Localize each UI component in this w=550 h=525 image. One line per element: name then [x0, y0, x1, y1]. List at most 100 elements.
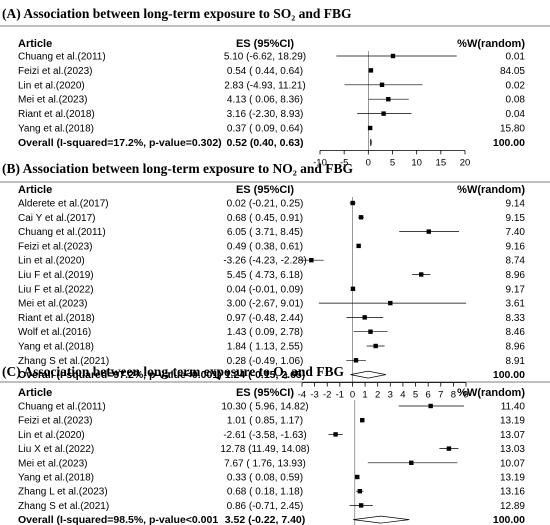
study-weight: 13.07 — [500, 430, 525, 441]
header-weight: %W(random) — [457, 184, 525, 196]
study-point-estimate — [379, 82, 385, 87]
header-es: ES (95%CI) — [236, 184, 294, 196]
study-label: Zhang S et al.(2021) — [18, 501, 109, 512]
x-tick-label: 10 — [411, 157, 422, 168]
study-point-estimate — [350, 200, 355, 206]
x-tick-label: -5 — [340, 157, 348, 168]
study-weight: 0.04 — [506, 109, 526, 120]
x-tick-label: 5 — [390, 157, 395, 168]
study-point-estimate — [356, 243, 361, 249]
study-label: Feizi et al.(2023) — [18, 66, 92, 77]
study-label: Yang et al.(2018) — [18, 342, 94, 353]
study-point-estimate — [357, 489, 363, 494]
study-weight: 8.96 — [506, 270, 526, 281]
study-weight: 13.19 — [500, 416, 525, 427]
study-label: Liu F et al.(2019) — [18, 270, 94, 281]
overall-weight: 100.00 — [493, 514, 525, 525]
study-es-text: 4.13 ( 0.06, 8.36) — [227, 95, 303, 106]
x-tick-label: 1 — [362, 390, 367, 401]
overall-label: Overall (I-squared=17.2%, p-value=0.302) — [18, 137, 222, 149]
study-es-text: 3.16 (-2.30, 8.93) — [227, 109, 304, 120]
study-es-text: -2.61 (-3.58, -1.63) — [223, 430, 306, 441]
study-es-text: 0.49 ( 0.38, 0.61) — [227, 241, 303, 252]
study-label: Alderete et al.(2017) — [18, 199, 109, 210]
study-point-estimate — [446, 446, 452, 451]
study-point-estimate — [309, 258, 314, 263]
study-es-text: 0.04 (-0.01, 0.09) — [227, 284, 304, 295]
header-es: ES (95%CI) — [236, 387, 294, 399]
study-es-text: 0.54 ( 0.44, 0.64) — [227, 66, 303, 77]
study-es-text: 3.00 (-2.67, 9.01) — [227, 299, 304, 310]
study-label: Feizi et al.(2023) — [18, 241, 92, 252]
study-es-text: 0.86 (-0.71, 2.45) — [227, 501, 304, 512]
study-weight: 9.17 — [506, 284, 526, 295]
forest-panel-2: (B) Association between long-term exposu… — [0, 161, 550, 401]
study-es-text: 0.97 (-0.48, 2.44) — [227, 313, 304, 324]
x-tick-label: 9 — [463, 390, 468, 401]
study-point-estimate — [368, 329, 373, 334]
study-weight: 12.89 — [500, 501, 525, 512]
study-weight: 9.14 — [506, 199, 526, 210]
study-label: Liu X et al.(2022) — [18, 444, 94, 455]
study-weight: 8.74 — [506, 256, 526, 267]
study-weight: 9.16 — [506, 241, 526, 252]
header-es: ES (95%CI) — [236, 38, 294, 50]
study-weight: 0.01 — [506, 52, 526, 63]
study-es-text: 0.28 (-0.49, 1.06) — [227, 356, 304, 367]
study-es-text: 10.30 ( 5.96, 14.82) — [221, 402, 308, 413]
overall-es-text: 1.24 (-0.15, 2.65) — [225, 369, 306, 381]
study-es-text: 0.37 ( 0.09, 0.64) — [227, 124, 303, 135]
overall-diamond — [353, 515, 410, 524]
study-label: Lin et al.(2020) — [18, 80, 85, 91]
study-label: Riant et al.(2018) — [18, 109, 95, 120]
x-tick-label: 3 — [388, 390, 393, 401]
study-point-estimate — [373, 343, 378, 349]
x-tick-label: -3 — [310, 390, 318, 401]
study-es-text: 6.05 ( 3.71, 8.45) — [227, 227, 303, 238]
study-weight: 0.08 — [506, 95, 526, 106]
panel-title: (B) Association between long-term exposu… — [2, 161, 354, 176]
study-es-text: 5.10 (-6.62, 18.29) — [224, 52, 306, 63]
study-weight: 11.40 — [501, 402, 526, 413]
study-point-estimate — [390, 53, 396, 59]
study-weight: 8.33 — [506, 313, 526, 324]
overall-weight: 100.00 — [493, 369, 525, 381]
study-label: Yang et al.(2018) — [18, 473, 94, 484]
x-tick-label: 7 — [438, 390, 443, 401]
study-label: Liu F et al.(2022) — [18, 284, 94, 295]
study-point-estimate — [353, 358, 359, 363]
study-es-text: 1.01 ( 0.85, 1.17) — [227, 416, 303, 427]
study-weight: 13.03 — [500, 444, 525, 455]
study-weight: 8.46 — [506, 327, 526, 338]
study-weight: 10.07 — [500, 458, 525, 469]
study-point-estimate — [355, 474, 360, 480]
study-weight: 13.16 — [500, 487, 525, 498]
header-article: Article — [18, 387, 52, 399]
header-article: Article — [18, 38, 52, 50]
study-label: Yang et al.(2018) — [18, 124, 94, 135]
overall-es-text: 3.52 (-0.22, 7.40) — [225, 514, 306, 525]
study-point-estimate — [358, 215, 364, 220]
x-tick-label: -4 — [298, 390, 306, 401]
study-point-estimate — [368, 68, 374, 73]
x-tick-label: 2 — [375, 390, 380, 401]
study-point-estimate — [367, 125, 373, 131]
study-point-estimate — [386, 97, 391, 102]
x-tick-label: -2 — [323, 390, 331, 401]
study-es-text: 0.68 ( 0.45, 0.91) — [227, 213, 303, 224]
x-tick-label: 20 — [460, 157, 471, 168]
study-point-estimate — [381, 111, 386, 116]
study-point-estimate — [419, 272, 424, 277]
study-weight: 13.19 — [500, 473, 525, 484]
header-weight: %W(random) — [457, 38, 525, 50]
study-point-estimate — [388, 300, 393, 306]
study-label: Zhang S et al.(2021) — [18, 356, 109, 367]
study-label: Chuang et al.(2011) — [18, 52, 106, 63]
study-es-text: 0.33 ( 0.08, 0.59) — [227, 473, 303, 484]
study-label: Lin et al.(2020) — [18, 256, 85, 267]
x-tick-label: 0 — [350, 390, 355, 401]
x-tick-label: 15 — [436, 157, 447, 168]
overall-weight: 100.00 — [493, 137, 525, 149]
study-label: Cai Y et al.(2017) — [18, 213, 95, 224]
